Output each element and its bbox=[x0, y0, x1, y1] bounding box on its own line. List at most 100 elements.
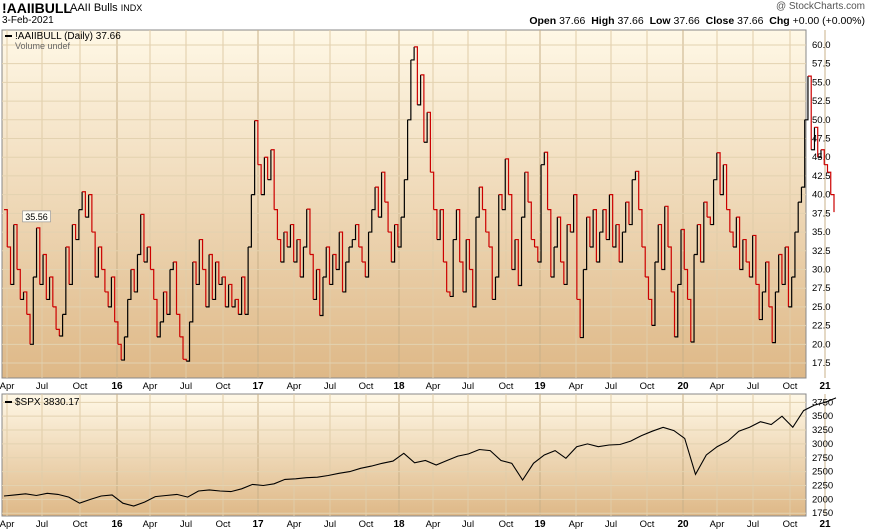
bulls-series-segment bbox=[609, 194, 614, 248]
x-tick-label: 20 bbox=[677, 381, 689, 392]
bulls-series-segment bbox=[684, 268, 689, 300]
change-value: +0.00 (+0.00%) bbox=[792, 15, 865, 27]
bulls-series-segment bbox=[492, 276, 497, 301]
bulls-series-segment bbox=[56, 328, 60, 337]
x-tick-label: Jul bbox=[747, 381, 759, 392]
bulls-series-segment bbox=[794, 202, 799, 233]
bulls-series-segment bbox=[563, 224, 568, 286]
bulls-series-segment bbox=[384, 201, 389, 233]
bulls-series-segment bbox=[550, 247, 555, 278]
bulls-series-segment bbox=[101, 268, 106, 292]
bulls-series-segment bbox=[183, 358, 187, 362]
bulls-series-segment bbox=[687, 298, 692, 343]
bulls-series-segment bbox=[443, 261, 448, 292]
bulls-series-segment bbox=[502, 158, 506, 211]
bulls-series-segment bbox=[192, 261, 197, 285]
bulls-series-segment bbox=[401, 179, 405, 218]
bulls-series-segment bbox=[95, 247, 99, 278]
x-tick-label: Jul bbox=[36, 519, 48, 530]
bulls-series-segment bbox=[59, 314, 64, 337]
bulls-series-segment bbox=[108, 276, 113, 308]
y-tick-label: 52.5 bbox=[812, 96, 831, 107]
bulls-series-segment bbox=[404, 119, 409, 181]
x-tick-label: Jul bbox=[747, 519, 759, 530]
bulls-series-segment bbox=[583, 217, 588, 271]
bulls-series-segment bbox=[820, 149, 825, 165]
bulls-series-segment bbox=[163, 291, 168, 315]
bulls-series-segment bbox=[130, 268, 135, 292]
bulls-series-segment bbox=[397, 217, 402, 248]
bulls-series-segment bbox=[153, 298, 158, 337]
bulls-series-segment bbox=[638, 209, 643, 248]
x-tick-label: 16 bbox=[111, 519, 123, 530]
quote-line: Open 37.66 High 37.66 Low 37.66 Close 37… bbox=[529, 15, 865, 27]
x-tick-label: Oct bbox=[499, 381, 514, 392]
bulls-series-segment bbox=[700, 202, 705, 263]
bulls-series-segment bbox=[196, 239, 200, 286]
value-label: 35.56 bbox=[25, 212, 48, 222]
x-tick-label: Oct bbox=[359, 519, 374, 530]
x-tick-label: Apr bbox=[287, 519, 302, 530]
bulls-series-segment bbox=[339, 231, 344, 292]
x-tick-label: Oct bbox=[216, 381, 231, 392]
bulls-series-segment bbox=[449, 239, 454, 298]
bulls-series-segment bbox=[694, 224, 698, 256]
x-tick-label: 21 bbox=[819, 381, 831, 392]
bulls-series-segment bbox=[52, 306, 57, 330]
x-tick-label: Oct bbox=[783, 381, 798, 392]
x-tick-label: Jul bbox=[462, 519, 474, 530]
bulls-series-segment bbox=[121, 336, 126, 361]
bulls-series-segment bbox=[762, 262, 767, 293]
x-tick-label: 21 bbox=[819, 519, 831, 530]
bulls-series-segment bbox=[218, 276, 223, 286]
bulls-series-segment bbox=[186, 321, 191, 362]
y-tick-label: 2750 bbox=[812, 453, 833, 464]
bulls-series-segment bbox=[17, 268, 21, 300]
high-value: 37.66 bbox=[617, 15, 644, 27]
x-tick-label: Oct bbox=[359, 381, 374, 392]
bulls-series-segment bbox=[511, 239, 516, 271]
bulls-series-segment bbox=[20, 291, 25, 301]
bulls-series-segment bbox=[697, 223, 702, 262]
bulls-series-segment bbox=[752, 234, 757, 285]
bulls-series-segment bbox=[362, 261, 366, 277]
x-tick-label: Oct bbox=[499, 519, 514, 530]
bulls-series-segment bbox=[674, 284, 679, 338]
bulls-series-segment bbox=[10, 224, 15, 286]
bulls-series-segment bbox=[469, 268, 474, 307]
bulls-series-segment bbox=[228, 283, 233, 307]
bulls-series-segment bbox=[524, 171, 529, 203]
x-tick-label: Jul bbox=[36, 381, 48, 392]
bulls-series-segment bbox=[729, 231, 734, 248]
bulls-series-segment bbox=[352, 224, 357, 241]
bulls-series-segment bbox=[589, 209, 594, 248]
x-tick-label: Apr bbox=[426, 519, 441, 530]
bulls-series-segment bbox=[768, 306, 773, 343]
bulls-series-segment bbox=[635, 170, 640, 210]
bulls-series-segment bbox=[788, 276, 793, 308]
x-tick-label: Apr bbox=[710, 519, 725, 530]
x-tick-label: Apr bbox=[287, 381, 302, 392]
chart-date: 3-Feb-2021 bbox=[2, 15, 54, 26]
bulls-series-segment bbox=[72, 223, 77, 240]
bulls-series-segment bbox=[827, 171, 832, 195]
low-value: 37.66 bbox=[673, 15, 700, 27]
bulls-series-segment bbox=[124, 299, 129, 338]
bulls-series-segment bbox=[736, 216, 741, 270]
bulls-series-segment bbox=[830, 194, 835, 213]
bulls-series-segment bbox=[781, 247, 786, 286]
bulls-series-segment bbox=[645, 276, 650, 300]
x-tick-label: Jul bbox=[605, 381, 617, 392]
bulls-series-segment bbox=[547, 209, 552, 277]
y-tick-label: 22.5 bbox=[812, 321, 831, 332]
bulls-series-segment bbox=[166, 269, 171, 315]
bulls-series-segment bbox=[329, 254, 334, 286]
bulls-series-segment bbox=[648, 298, 653, 326]
bulls-series-segment bbox=[427, 111, 431, 173]
bulls-series-segment bbox=[394, 223, 399, 248]
bulls-series-segment bbox=[440, 209, 445, 262]
bulls-series-segment bbox=[147, 246, 152, 270]
bulls-series-segment bbox=[189, 262, 194, 323]
bulls-series-segment bbox=[303, 209, 308, 248]
